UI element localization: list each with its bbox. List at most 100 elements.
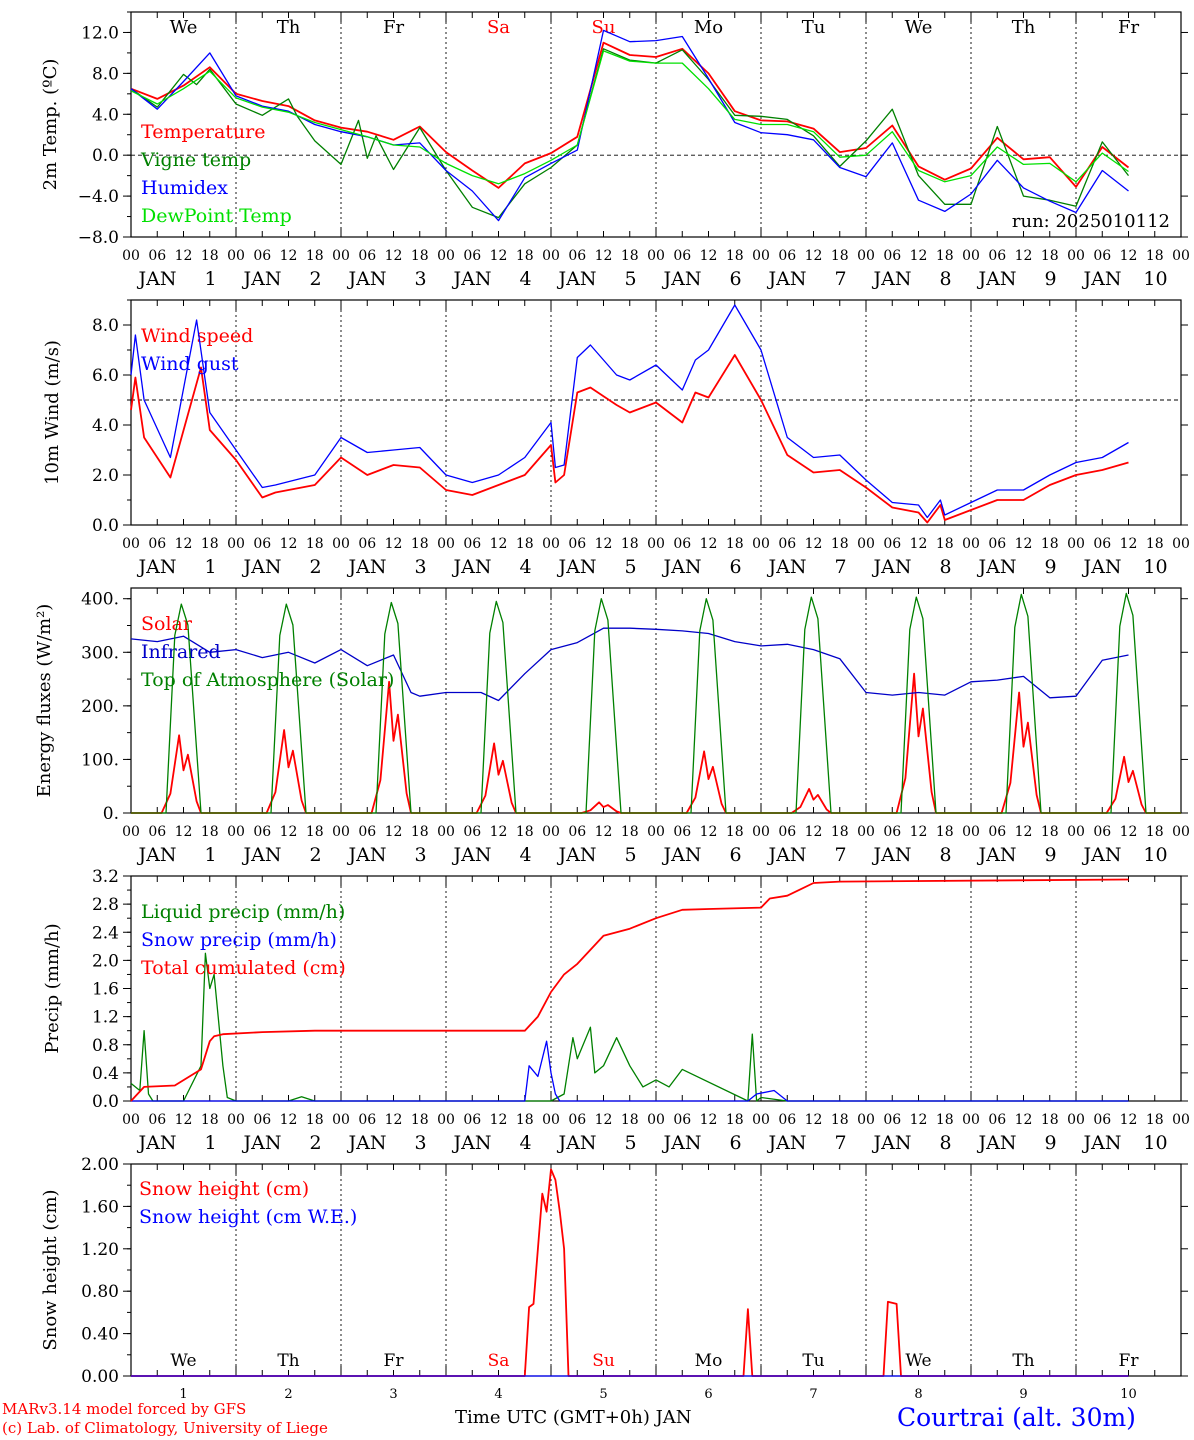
month-label: JAN: [767, 844, 807, 866]
hour-tick-label: 18: [831, 824, 849, 840]
date-label: 5: [599, 1387, 607, 1402]
month-label: JAN: [872, 844, 912, 866]
legend-entry: Wind speed: [141, 325, 253, 347]
day-of-week-label: Fr: [1118, 17, 1139, 38]
hour-tick-label: 00: [857, 824, 875, 840]
y-axis-label: Energy fluxes (W/m²): [34, 604, 55, 798]
month-label: JAN: [137, 1132, 177, 1154]
date-label: 5: [624, 1132, 636, 1154]
hour-tick-label: 06: [463, 248, 481, 264]
series-line: [131, 1040, 1129, 1102]
hour-tick-label: 00: [437, 536, 455, 552]
legend-entry: Wind gust: [141, 353, 239, 375]
hour-tick-label: 00: [1172, 248, 1190, 264]
hour-tick-label: 00: [437, 824, 455, 840]
hour-tick-label: 18: [831, 248, 849, 264]
legend-entry: Solar: [141, 613, 193, 635]
date-label: 9: [1044, 844, 1056, 866]
hour-tick-label: 12: [175, 248, 193, 264]
date-label: 2: [309, 1132, 321, 1154]
hour-tick-label: 00: [122, 824, 140, 840]
hour-tick-label: 06: [883, 536, 901, 552]
hour-tick-label: 06: [673, 1112, 691, 1128]
month-label: JAN: [1082, 1132, 1122, 1154]
hour-tick-label: 06: [253, 1112, 271, 1128]
day-of-week-label: Su: [592, 17, 616, 38]
hour-tick-label: 00: [542, 824, 560, 840]
y-axis-label: Precip (mm/h): [42, 923, 63, 1053]
series-line: [130, 29, 1129, 222]
hour-tick-label: 12: [805, 248, 823, 264]
y-axis-label: 10m Wind (m/s): [42, 340, 63, 485]
hour-tick-label: 18: [306, 536, 324, 552]
date-label: 3: [389, 1387, 397, 1402]
month-label: JAN: [347, 556, 387, 578]
month-label: JAN: [767, 268, 807, 290]
legend-entry: Snow height (cm W.E.): [139, 1206, 357, 1228]
hour-tick-label: 12: [805, 536, 823, 552]
hour-tick-label: 06: [1093, 536, 1111, 552]
date-label: 3: [414, 844, 426, 866]
day-of-week-label: Su: [592, 1351, 615, 1371]
hour-tick-label: 18: [936, 1112, 954, 1128]
hour-tick-label: 00: [1172, 1112, 1190, 1128]
hour-tick-label: 18: [1041, 536, 1059, 552]
y-tick-label: 2.8: [92, 895, 119, 915]
hour-tick-label: 06: [253, 824, 271, 840]
month-label: JAN: [977, 556, 1017, 578]
month-label: JAN: [662, 268, 702, 290]
legend-entry: Total cumulated (cm): [141, 957, 346, 979]
hour-tick-label: 12: [490, 536, 508, 552]
series-line: [130, 304, 1129, 519]
hour-tick-label: 18: [1041, 824, 1059, 840]
hour-tick-label: 12: [700, 536, 718, 552]
legend-entry: DewPoint Temp: [141, 205, 292, 227]
date-label: 2: [284, 1387, 292, 1402]
hour-tick-label: 12: [280, 536, 298, 552]
month-label: JAN: [557, 268, 597, 290]
hour-tick-label: 06: [148, 248, 166, 264]
y-tick-label: 1.2: [92, 1008, 119, 1028]
hour-tick-label: 12: [1015, 536, 1033, 552]
hour-tick-label: 00: [542, 248, 560, 264]
date-label: 1: [204, 1132, 216, 1154]
date-label: 1: [204, 556, 216, 578]
date-label: 7: [834, 1132, 846, 1154]
hour-tick-label: 12: [595, 824, 613, 840]
hour-tick-label: 18: [1146, 824, 1164, 840]
month-label: JAN: [872, 556, 912, 578]
hour-tick-label: 18: [726, 536, 744, 552]
month-label: JAN: [242, 556, 282, 578]
hour-tick-label: 00: [332, 1112, 350, 1128]
date-label: 6: [704, 1387, 712, 1402]
hour-tick-label: 12: [385, 536, 403, 552]
hour-tick-label: 18: [411, 824, 429, 840]
hour-tick-label: 00: [542, 1112, 560, 1128]
day-of-week-label: Fr: [1119, 1351, 1140, 1371]
hour-tick-label: 00: [857, 1112, 875, 1128]
day-of-week-label: Th: [1012, 17, 1036, 38]
hour-tick-label: 00: [122, 1112, 140, 1128]
hour-tick-label: 12: [805, 1112, 823, 1128]
hour-tick-label: 00: [1067, 824, 1085, 840]
hour-tick-label: 18: [621, 1112, 639, 1128]
date-label: 3: [414, 556, 426, 578]
hour-tick-label: 06: [253, 536, 271, 552]
date-label: 10: [1143, 1132, 1167, 1154]
legend-entry: Temperature: [141, 121, 265, 143]
hour-tick-label: 00: [962, 1112, 980, 1128]
date-label: 7: [834, 268, 846, 290]
date-label: 5: [624, 556, 636, 578]
month-label: JAN: [662, 844, 702, 866]
date-label: 8: [939, 556, 951, 578]
hour-tick-label: 00: [1067, 536, 1085, 552]
hour-tick-label: 06: [568, 536, 586, 552]
hour-tick-label: 18: [411, 248, 429, 264]
day-of-week-label: Th: [1012, 1351, 1034, 1371]
date-label: 4: [494, 1387, 502, 1402]
hour-tick-label: 18: [306, 1112, 324, 1128]
hour-tick-label: 12: [910, 536, 928, 552]
hour-tick-label: 00: [752, 1112, 770, 1128]
month-label: JAN: [452, 1132, 492, 1154]
month-label: JAN: [662, 556, 702, 578]
